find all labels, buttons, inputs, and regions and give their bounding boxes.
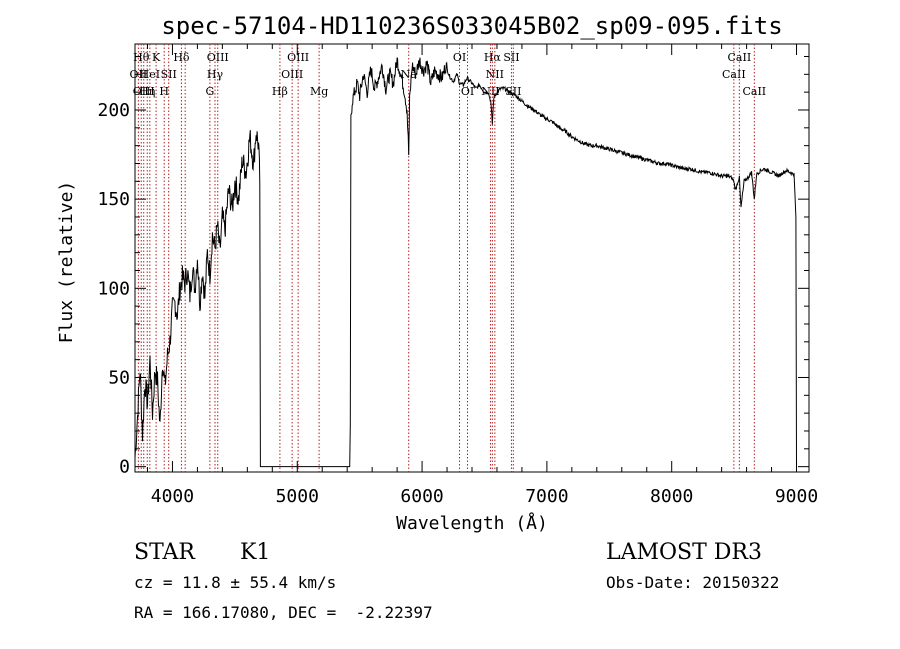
line-label: Mg (310, 85, 328, 98)
line-label: NII (481, 85, 499, 98)
coordinates: RA = 166.17080, DEC = -2.22397 (134, 603, 433, 622)
redshift-cz: cz = 11.8 ± 55.4 km/s (134, 573, 337, 592)
survey-name: LAMOST DR3 (606, 540, 762, 565)
chart-title: spec-57104-HD110236S033045B02_sp09-095.f… (161, 12, 782, 40)
line-label: CaII (728, 51, 752, 64)
line-label: Hβ (272, 85, 288, 98)
line-label: Hγ (207, 68, 224, 81)
x-tick-label: 4000 (151, 486, 194, 507)
line-label: NII (486, 68, 504, 81)
y-tick-label: 150 (97, 189, 130, 210)
line-label: OI (461, 85, 474, 98)
y-tick-label: 100 (97, 278, 130, 299)
line-label: SII (503, 51, 519, 64)
x-tick-label: 8000 (650, 486, 693, 507)
y-tick-label: 0 (119, 457, 130, 478)
line-label: G (205, 85, 214, 98)
object-type: STAR (134, 540, 195, 565)
line-label: SII (505, 85, 521, 98)
y-tick-label: 50 (108, 367, 130, 388)
spectrum-line (134, 57, 797, 468)
line-label: OIII (207, 51, 229, 64)
line-label: H (159, 85, 169, 98)
line-label: CaII (722, 68, 746, 81)
plot-frame (134, 43, 810, 473)
line-label: Na (401, 68, 418, 81)
chart-axes (134, 43, 810, 473)
x-tick-label: 9000 (775, 486, 818, 507)
spectral-subclass: K1 (240, 540, 271, 565)
line-label: Hθ (133, 51, 150, 64)
line-label: Hη (139, 85, 155, 98)
line-label: OIII (287, 51, 309, 64)
line-label: Hα (484, 51, 502, 64)
y-axis-label: Flux (relative) (56, 181, 77, 344)
axis-ticks: 4000 5000 6000 7000 8000 9000 0 50 100 150 200 (97, 44, 818, 507)
line-label: OI (453, 51, 466, 64)
x-axis-label: Wavelength (Å) (396, 512, 548, 534)
y-tick-label: 200 (97, 100, 130, 121)
emission-absorption-lines: OIIHθOIIIHηHeIKHSIIHδGHγOIIIHβOIIIOIIIMg… (130, 44, 766, 472)
x-tick-label: 5000 (276, 486, 319, 507)
line-label: K (152, 51, 161, 64)
line-label: CaII (742, 85, 766, 98)
x-tick-label: 7000 (525, 486, 568, 507)
line-label: Hδ (173, 51, 190, 64)
observation-date: Obs-Date: 20150322 (606, 573, 780, 592)
line-label: SII (161, 68, 177, 81)
line-label: HeI (140, 68, 160, 81)
line-label: OIII (281, 68, 303, 81)
x-tick-label: 6000 (400, 486, 443, 507)
line-label: OIII (133, 85, 155, 98)
